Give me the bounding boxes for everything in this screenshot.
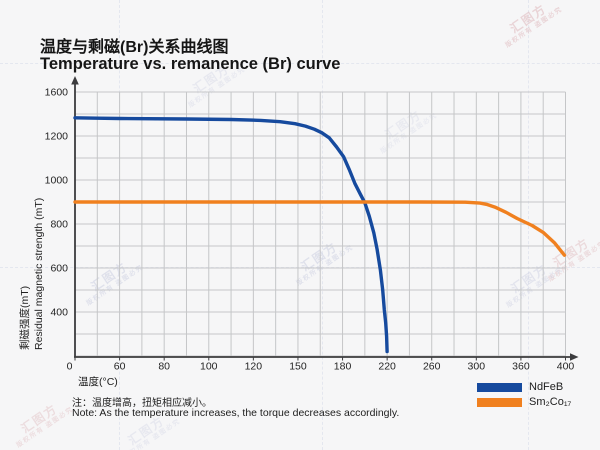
note-zh: 注：温度增高，扭矩相应减小。: [72, 398, 212, 409]
y-tick-label: 1200: [45, 131, 69, 143]
curve-ndfeb: [73, 116, 389, 354]
x-tick-label: 100: [200, 361, 218, 373]
x-tick-label: 400: [557, 361, 575, 373]
note-en: Note: As the temperature increases, the …: [72, 407, 400, 419]
x-tick-label: 220: [378, 361, 396, 373]
y-tick-label: 1600: [45, 87, 69, 99]
y-axis-label-en: Residual magnetic strength (mT): [33, 197, 45, 350]
chart-title-zh: 温度与剩磁(Br)关系曲线图: [40, 39, 229, 56]
legend-label-sm2co17: Sm₂Co₁₇: [529, 396, 572, 408]
x-tick-label: 120: [245, 361, 263, 373]
x-tick-label: 300: [468, 361, 486, 373]
legend: NdFeB Sm₂Co₁₇: [477, 381, 571, 411]
y-tick-label: 1000: [45, 175, 69, 187]
x-axis-label: 温度(°C): [78, 376, 118, 388]
x-tick-label: 180: [334, 361, 352, 373]
x-tick-label: 80: [158, 361, 170, 373]
legend-item-ndfeb: NdFeB: [477, 381, 571, 394]
x-tick-label: 60: [114, 361, 126, 373]
x-tick-label: 260: [423, 361, 441, 373]
x-axis-arrow: [570, 353, 579, 361]
x-tick-label: 150: [289, 361, 307, 373]
origin-label: 0: [67, 361, 73, 373]
y-tick-label: 400: [50, 307, 68, 319]
chart-title-en: Temperature vs. remanence (Br) curve: [40, 55, 341, 73]
legend-item-sm2co17: Sm₂Co₁₇: [477, 396, 571, 409]
legend-swatch-sm2co17: [477, 398, 522, 407]
legend-label-ndfeb: NdFeB: [529, 381, 564, 393]
y-tick-label: 600: [50, 263, 68, 275]
curve-sm2co17: [73, 200, 567, 257]
x-tick-label: 360: [512, 361, 530, 373]
legend-swatch-ndfeb: [477, 383, 522, 392]
y-axis-label-zh: 剩磁强度(mT): [19, 285, 31, 350]
y-axis-arrow: [71, 76, 79, 85]
y-tick-label: 800: [50, 219, 68, 231]
